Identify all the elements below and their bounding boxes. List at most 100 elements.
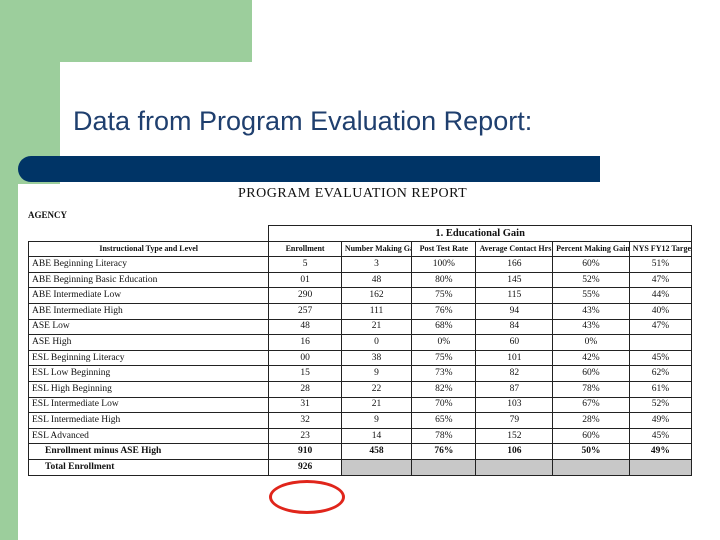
- table-cell: 28%: [552, 412, 630, 429]
- highlight-circle: [269, 480, 345, 514]
- table-cell: 21: [340, 318, 413, 336]
- total-row: Total Enrollment 926: [27, 458, 693, 476]
- table-cell: 44%: [628, 287, 693, 304]
- table-cell: 16: [268, 334, 342, 351]
- summary-cell: 76%: [411, 443, 477, 460]
- table-cell: 61%: [628, 380, 693, 398]
- table-cell: 15: [268, 365, 342, 382]
- shaded-cell: [340, 458, 413, 476]
- table-cell: 60%: [552, 427, 630, 445]
- table-cell: 111: [340, 302, 413, 320]
- shaded-cell: [552, 458, 630, 476]
- row-label-cell: ESL Beginning Literacy: [27, 349, 270, 367]
- table-cell: 3: [340, 256, 413, 273]
- table-cell: 100%: [411, 256, 477, 273]
- green-top-band: [0, 0, 252, 62]
- table-cell: 80%: [411, 271, 477, 289]
- row-label-cell: ABE Beginning Literacy: [27, 256, 270, 273]
- evaluation-table: 1. Educational Gain Instructional Type a…: [27, 225, 693, 476]
- table-row: ASE Low 48 21 68% 84 43% 47%: [27, 318, 693, 336]
- column-header: Average Contact Hrs: [475, 240, 554, 258]
- table-cell: 103: [475, 396, 554, 414]
- summary-cell: 49%: [628, 443, 693, 460]
- table-cell: 101: [475, 349, 554, 367]
- table-cell: 21: [340, 396, 413, 414]
- table-row: ESL Intermediate Low 31 21 70% 103 67% 52%: [27, 396, 693, 414]
- column-header: NYS FY12 Targets: [628, 240, 693, 258]
- table-row: ASE High 16 0 0% 60 0%: [27, 334, 693, 351]
- table-cell: 79: [475, 412, 554, 429]
- shaded-cell: [628, 458, 693, 476]
- table-cell: 145: [475, 271, 554, 289]
- table-cell: 60%: [552, 256, 630, 273]
- table-cell: 52%: [628, 396, 693, 414]
- table-cell: 73%: [411, 365, 477, 382]
- table-row: ESL Beginning Literacy 00 38 75% 101 42% 45%: [27, 349, 693, 367]
- row-label-cell: ESL Advanced: [27, 427, 270, 445]
- total-enrollment-value: 926: [268, 458, 342, 476]
- table-cell: 94: [475, 302, 554, 320]
- table-cell: 23: [268, 427, 342, 445]
- table-cell: 78%: [552, 380, 630, 398]
- table-cell: 65%: [411, 412, 477, 429]
- table-cell: 78%: [411, 427, 477, 445]
- table-cell: 00: [268, 349, 342, 367]
- table-cell: 84: [475, 318, 554, 336]
- agency-label: AGENCY: [28, 210, 68, 220]
- table-cell: 14: [340, 427, 413, 445]
- column-header: Percent Making Gain: [552, 240, 630, 258]
- table-cell: 40%: [628, 302, 693, 320]
- table-cell: 01: [268, 271, 342, 289]
- shaded-cell: [411, 458, 477, 476]
- table-cell: 47%: [628, 318, 693, 336]
- table-cell: 60: [475, 334, 554, 351]
- table-cell: 31: [268, 396, 342, 414]
- table-cell: 45%: [628, 349, 693, 367]
- section-title: 1. Educational Gain: [268, 225, 692, 242]
- row-label-cell: ASE High: [27, 334, 270, 351]
- summary-row: Enrollment minus ASE High 910 458 76% 106 50%…: [27, 443, 693, 460]
- table-row: ABE Beginning Literacy 5 3 100% 166 60% 51%: [27, 256, 693, 273]
- table-row: ESL High Beginning 28 22 82% 87 78% 61%: [27, 380, 693, 398]
- table-cell: 48: [268, 318, 342, 336]
- table-cell: 52%: [552, 271, 630, 289]
- row-label-cell: ESL Low Beginning: [27, 365, 270, 382]
- table-cell: 0%: [552, 334, 630, 351]
- table-row: ABE Beginning Basic Education 01 48 80% 145 5…: [27, 271, 693, 289]
- table-cell: 43%: [552, 318, 630, 336]
- table-cell: 0: [340, 334, 413, 351]
- report-title: PROGRAM EVALUATION REPORT: [238, 186, 468, 201]
- table-cell: 0%: [411, 334, 477, 351]
- row-label-cell: ABE Intermediate Low: [27, 287, 270, 304]
- table-cell: 82%: [411, 380, 477, 398]
- row-label-cell: ABE Intermediate High: [27, 302, 270, 320]
- section-blank-cell: [28, 225, 270, 242]
- column-header: Number Making Gain: [340, 240, 413, 258]
- column-header-row: Instructional Type and Level Enrollment …: [27, 240, 693, 258]
- table-cell: 38: [340, 349, 413, 367]
- table-cell: 55%: [552, 287, 630, 304]
- table-cell: 32: [268, 412, 342, 429]
- table-row: ESL Intermediate High 32 9 65% 79 28% 49%: [27, 412, 693, 429]
- table-cell: 43%: [552, 302, 630, 320]
- summary-cell: 458: [340, 443, 413, 460]
- table-cell: 28: [268, 380, 342, 398]
- table-cell: 290: [268, 287, 342, 304]
- table-cell: 49%: [628, 412, 693, 429]
- table-cell: 42%: [552, 349, 630, 367]
- column-header: Enrollment: [268, 240, 342, 258]
- table-cell: 166: [475, 256, 554, 273]
- table-row: ABE Intermediate High 257 111 76% 94 43% 40%: [27, 302, 693, 320]
- column-header: Instructional Type and Level: [27, 240, 270, 258]
- row-label-cell: ESL High Beginning: [27, 380, 270, 398]
- row-label-cell: ABE Beginning Basic Education: [27, 271, 270, 289]
- table-cell: 82: [475, 365, 554, 382]
- section-header-row: 1. Educational Gain: [28, 225, 692, 242]
- slide-title: Data from Program Evaluation Report:: [73, 106, 533, 136]
- row-label-cell: ASE Low: [27, 318, 270, 336]
- table-cell: 9: [340, 412, 413, 429]
- table-row: ABE Intermediate Low 290 162 75% 115 55% 44%: [27, 287, 693, 304]
- table-cell: 87: [475, 380, 554, 398]
- table-cell: 257: [268, 302, 342, 320]
- table-cell: 115: [475, 287, 554, 304]
